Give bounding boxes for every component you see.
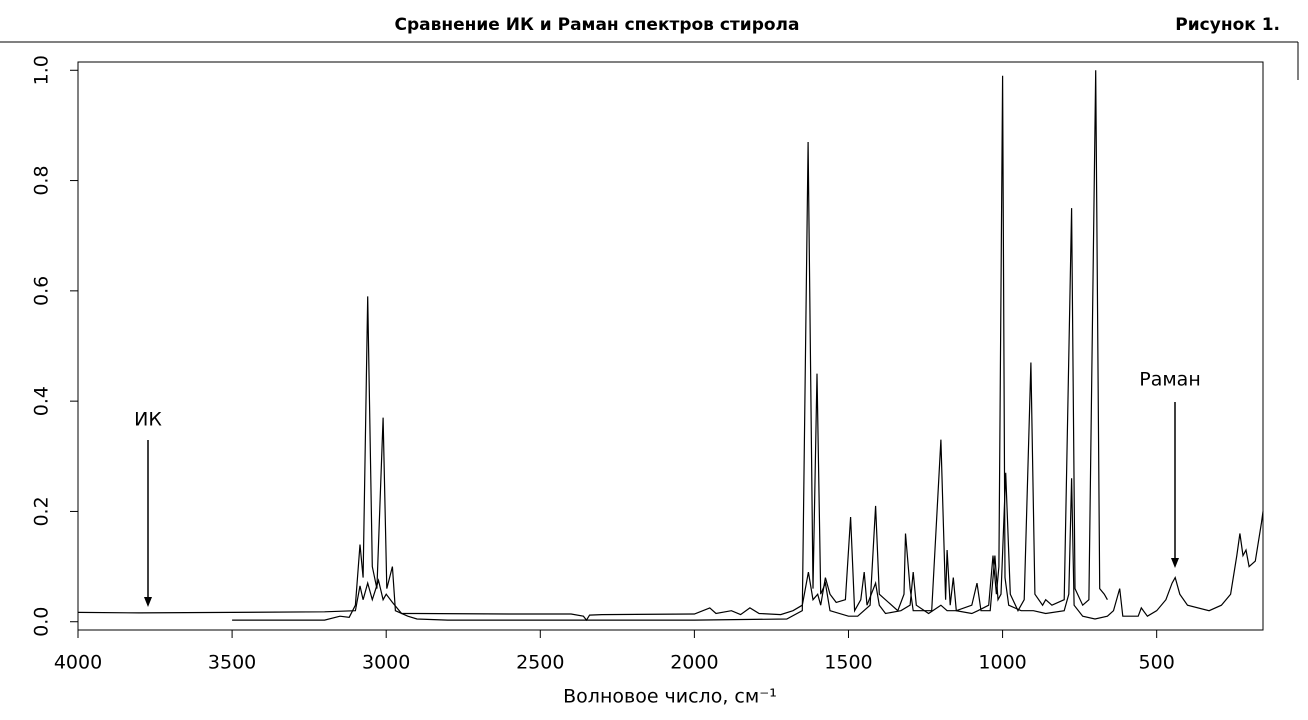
header-title: Сравнение ИК и Раман спектров стирола (395, 15, 800, 35)
x-tick-label: 4000 (54, 652, 102, 674)
series-annotation: ИК (134, 409, 162, 431)
x-axis-label: Волновое число, см⁻¹ (563, 686, 777, 708)
spectrum-line (232, 75, 1264, 621)
plot-frame (77, 61, 1264, 631)
arrow-head (144, 597, 152, 607)
y-tick-label: 0.2 (31, 496, 53, 526)
arrow-head (1171, 558, 1179, 568)
series-annotation: Раман (1139, 369, 1201, 391)
figure-label: Рисунок 1. (1175, 15, 1280, 35)
y-tick-label: 0.6 (31, 276, 53, 306)
y-tick-label: 0.4 (31, 386, 53, 416)
y-tick-label: 0.8 (31, 165, 53, 195)
x-tick-label: 3500 (208, 652, 256, 674)
x-tick-label: 1500 (824, 652, 872, 674)
x-tick-label: 1000 (978, 652, 1026, 674)
y-tick-label: 1.0 (31, 55, 53, 85)
spectrum-line (77, 70, 1108, 622)
y-tick-label: 0.0 (31, 607, 53, 637)
x-tick-label: 2000 (670, 652, 718, 674)
x-tick-label: 2500 (516, 652, 564, 674)
x-tick-label: 3000 (362, 652, 410, 674)
x-tick-label: 500 (1139, 652, 1175, 674)
